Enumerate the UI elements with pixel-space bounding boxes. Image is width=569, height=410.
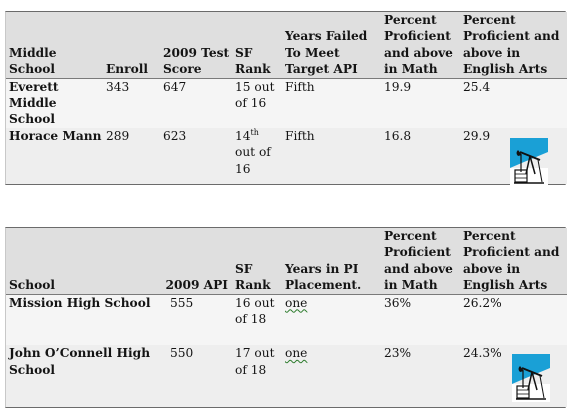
years-text: one: [285, 295, 308, 310]
score-value: 623: [160, 127, 232, 184]
years-value: Fifth: [282, 127, 381, 184]
col-header-rank: SF Rank: [232, 12, 282, 79]
english-value: 25.4: [460, 78, 567, 128]
enroll-value: 343: [103, 78, 160, 128]
years-value: Fifth: [282, 78, 381, 128]
math-value: 16.8: [381, 127, 460, 184]
years-value: one: [282, 345, 381, 408]
high-school-table: School 2009 API SF Rank Years in PI Plac…: [5, 227, 567, 409]
school-name: Everett Middle School: [6, 78, 103, 128]
col-header-enroll: Enroll: [103, 12, 160, 79]
table-row: Mission High School 555 16 out of 18 one…: [6, 294, 567, 346]
api-value: 550: [160, 345, 232, 408]
years-text: one: [285, 346, 308, 361]
score-value: 647: [160, 78, 232, 128]
table-row: Horace Mann 289 623 14th out of 16 Fifth…: [6, 127, 567, 184]
table-header-row: Middle School Enroll 2009 Test Score SF …: [6, 12, 567, 79]
col-header-rank: SF Rank: [232, 228, 282, 295]
rank-value: 17 out of 18: [232, 345, 282, 408]
table-header-row: School 2009 API SF Rank Years in PI Plac…: [6, 228, 567, 295]
rank-number: 14: [235, 128, 251, 143]
enroll-value: 289: [103, 127, 160, 184]
col-header-english: Percent Proficient and above in English …: [460, 12, 567, 79]
math-value: 36%: [381, 294, 460, 346]
col-header-english: Percent Proficient and above in English …: [460, 228, 567, 295]
rank-value: 15 out of 16: [232, 78, 282, 128]
col-header-school: Middle School: [6, 12, 103, 79]
col-header-math: Percent Proficient and above in Math: [381, 12, 460, 79]
api-value: 555: [160, 294, 232, 346]
rank-rest: out of 16: [235, 145, 271, 176]
school-name: John O’Connell High School: [6, 345, 160, 408]
rank-ordinal-suffix: th: [250, 127, 259, 137]
oil-pump-jack-icon: [510, 138, 548, 186]
school-name: Horace Mann: [6, 127, 103, 184]
years-value: one: [282, 294, 381, 346]
oil-pump-jack-icon: [512, 354, 550, 402]
col-header-math: Percent Proficient and above in Math: [381, 228, 460, 295]
middle-school-table: Middle School Enroll 2009 Test Score SF …: [5, 11, 567, 185]
col-header-years: Years Failed To Meet Target API: [282, 12, 381, 79]
math-value: 19.9: [381, 78, 460, 128]
english-value: 26.2%: [460, 294, 567, 346]
col-header-score: 2009 Test Score: [160, 12, 232, 79]
col-header-years: Years in PI Placement.: [282, 228, 381, 295]
table-row: Everett Middle School 343 647 15 out of …: [6, 78, 567, 128]
table-row: John O’Connell High School 550 17 out of…: [6, 345, 567, 408]
rank-value: 16 out of 18: [232, 294, 282, 346]
col-header-api: 2009 API: [160, 228, 232, 295]
col-header-school: School: [6, 228, 160, 295]
rank-value: 14th out of 16: [232, 127, 282, 184]
school-name: Mission High School: [6, 294, 160, 346]
math-value: 23%: [381, 345, 460, 408]
